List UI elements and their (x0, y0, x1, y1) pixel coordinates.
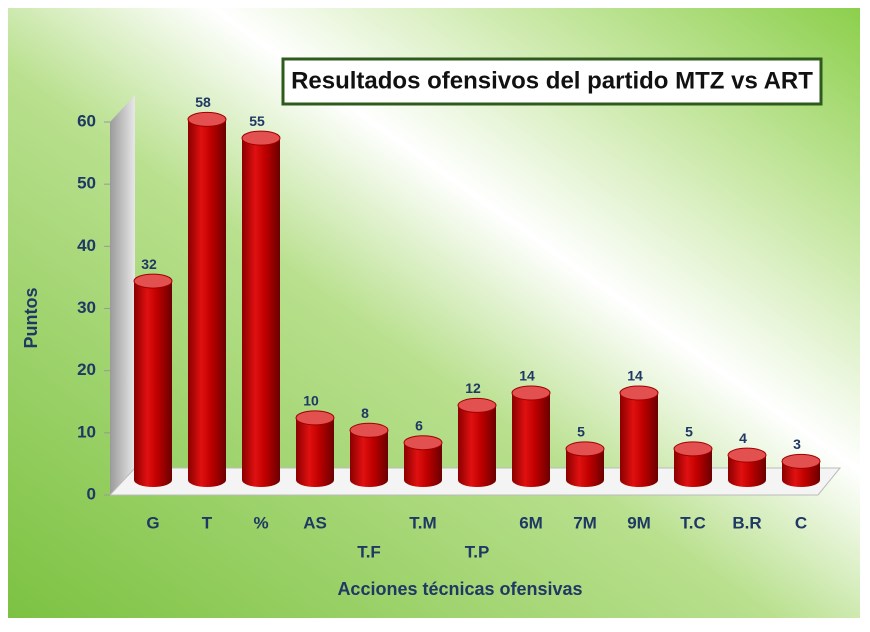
value-label: 8 (361, 405, 369, 421)
bar (350, 430, 388, 487)
bar (674, 448, 712, 487)
x-tick-label: 6M (519, 513, 543, 532)
y-tick-label: 30 (77, 298, 96, 317)
value-label: 10 (303, 393, 319, 409)
value-label: 58 (195, 94, 211, 110)
bar (242, 138, 280, 488)
value-label: 14 (627, 368, 643, 384)
bar-top (727, 447, 767, 463)
bar-top (565, 441, 605, 457)
value-label: 5 (685, 424, 693, 440)
bar (728, 455, 766, 487)
value-label: 32 (141, 256, 157, 272)
bar-top (295, 410, 335, 426)
y-tick-label: 60 (77, 111, 96, 130)
bar-top (619, 385, 659, 401)
x-tick-label: AS (303, 513, 327, 532)
side-wall (110, 95, 135, 495)
bar (620, 392, 658, 487)
y-tick-label: 50 (77, 174, 96, 193)
bar (134, 281, 172, 487)
value-label: 12 (465, 380, 481, 396)
bar-top (133, 273, 173, 289)
x-tick-label: B.R (732, 513, 761, 532)
bar-top (781, 453, 821, 469)
value-label: 6 (415, 417, 423, 433)
x-tick-label: % (253, 513, 268, 532)
x-tick-label: 7M (573, 513, 597, 532)
x-tick-label: G (146, 513, 159, 532)
y-tick-label: 20 (77, 360, 96, 379)
x-tick-label: T (202, 513, 213, 532)
bar-top (349, 422, 389, 438)
bar (458, 405, 496, 487)
bar-top (673, 441, 713, 457)
bar (566, 448, 604, 487)
x-tick-label: C (795, 513, 807, 532)
x-tick-label: T.P (465, 542, 490, 561)
bar-top (511, 385, 551, 401)
x-tick-label: T.F (357, 542, 381, 561)
bar-top (241, 130, 281, 146)
bar (512, 392, 550, 487)
value-label: 14 (519, 368, 535, 384)
value-label: 3 (793, 436, 801, 452)
y-tick-label: 40 (77, 236, 96, 255)
x-tick-label: T.M (409, 513, 436, 532)
value-label: 5 (577, 424, 585, 440)
bar (188, 119, 226, 487)
value-label: 4 (739, 430, 747, 446)
y-tick-label: 10 (77, 422, 96, 441)
bar-top (457, 397, 497, 413)
bar-top (187, 111, 227, 127)
y-tick-label: 0 (87, 484, 96, 503)
bar-top (403, 435, 443, 451)
x-axis-label: Acciones técnicas ofensivas (337, 579, 582, 599)
y-axis-label: Puntos (21, 288, 41, 349)
chart-title: Resultados ofensivos del partido MTZ vs … (291, 67, 813, 94)
x-tick-label: T.C (680, 513, 706, 532)
title-box (281, 57, 823, 106)
x-tick-label: 9M (627, 513, 651, 532)
bar (296, 417, 334, 487)
value-label: 55 (249, 113, 265, 129)
bar (404, 442, 442, 487)
